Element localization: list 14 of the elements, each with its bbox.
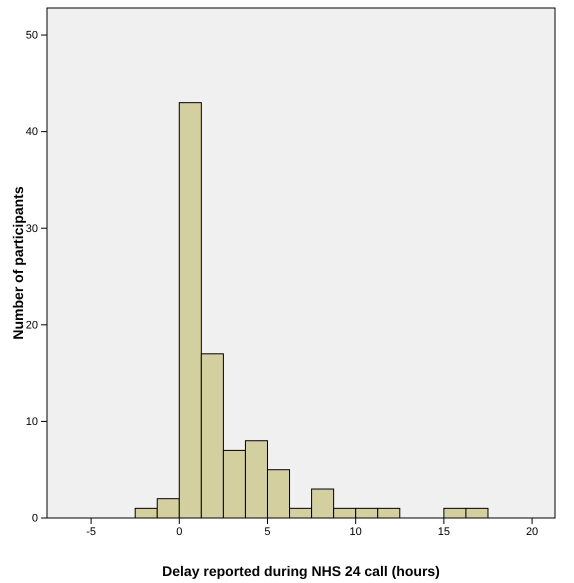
- y-tick-label: 10: [26, 416, 38, 428]
- x-tick-label: 10: [350, 526, 362, 538]
- x-tick-label: 20: [526, 526, 538, 538]
- x-tick-label: -5: [86, 526, 96, 538]
- x-axis-title: Delay reported during NHS 24 call (hours): [162, 563, 440, 579]
- y-tick-label: 30: [26, 222, 38, 235]
- y-tick-label: 50: [26, 30, 38, 42]
- x-tick-label: 15: [438, 526, 450, 538]
- y-tick-label: 0: [32, 512, 38, 525]
- y-axis-title: Number of participants: [10, 186, 26, 340]
- y-tick-label: 40: [26, 126, 38, 138]
- x-tick-label: 5: [264, 526, 271, 538]
- y-tick-label: 20: [26, 319, 38, 332]
- x-tick-label: 0: [176, 526, 182, 538]
